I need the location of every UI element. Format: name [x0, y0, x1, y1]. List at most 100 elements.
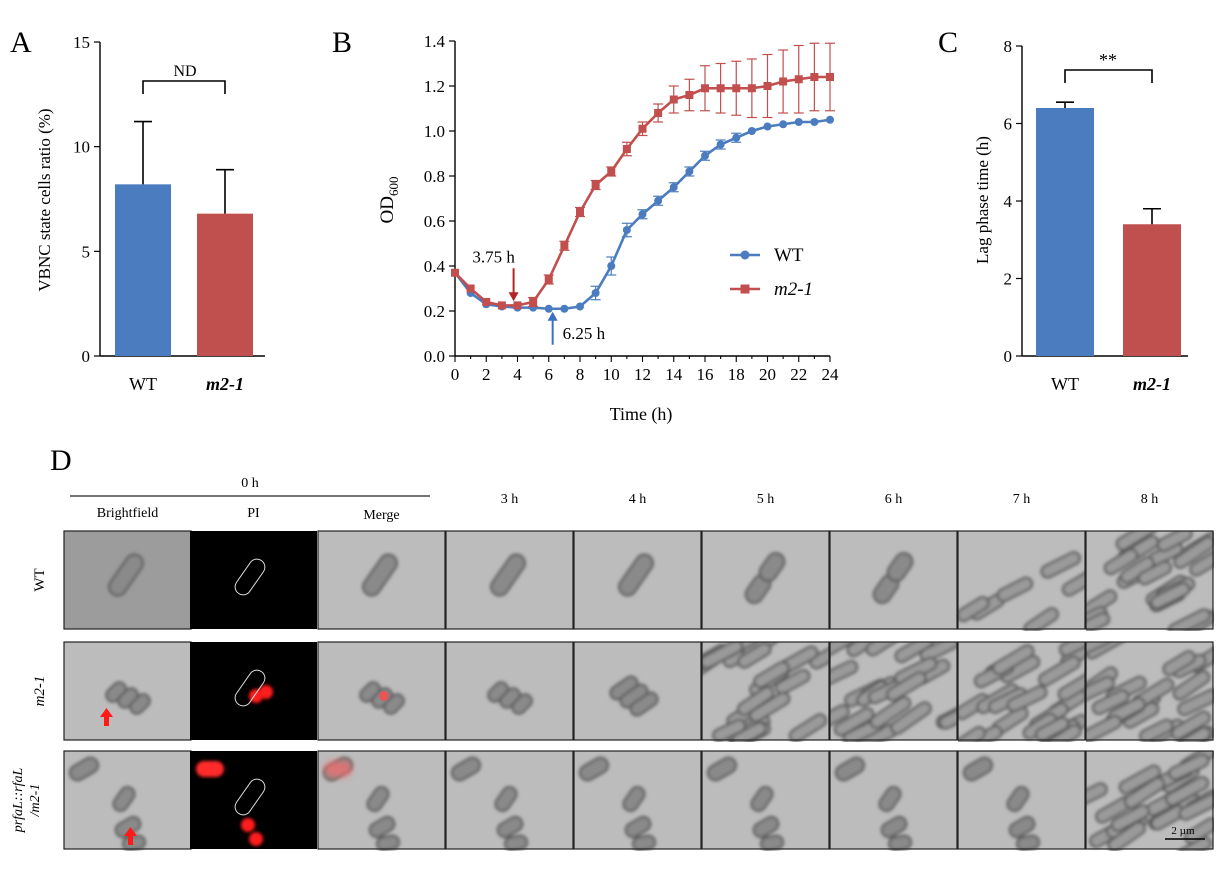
tile-border	[701, 530, 830, 630]
chart-a-ytick-label: 15	[73, 33, 90, 52]
pi-signal	[259, 685, 273, 699]
bacterium-cell	[834, 756, 866, 782]
bacterium-cell	[958, 726, 986, 742]
bacterium-cell	[737, 642, 772, 669]
chart-b-point-wt	[591, 289, 600, 297]
bacterium-cell	[1086, 642, 1113, 659]
chart-b-line-m2-1	[454, 75, 830, 307]
chart-b-point-wt	[560, 304, 569, 313]
micrograph-tile	[190, 751, 317, 849]
bacterium-cell	[1115, 531, 1159, 551]
chart-b-ytick-label: 0.6	[424, 212, 445, 231]
chart-b-point-m2-1	[716, 84, 725, 93]
micrograph-tile	[445, 750, 574, 851]
chart-b-xlabel: Time (h)	[610, 404, 673, 425]
chart-b-point-m2-1	[497, 301, 506, 310]
bacterium-cell	[511, 693, 533, 715]
bacterium-cell	[938, 705, 958, 730]
bacterium-cell	[112, 785, 136, 813]
chart-c-ytick-label: 4	[1004, 192, 1013, 211]
bacterium-cell	[1139, 718, 1174, 742]
chart-b-ytick-label: 1.4	[424, 32, 446, 51]
chart-b-xtick-label: 10	[603, 365, 620, 384]
bacterium-cell	[753, 660, 790, 689]
red-arrow-marker	[128, 835, 133, 845]
bacterium-cell	[618, 553, 654, 597]
bacterium-cell	[1137, 560, 1173, 586]
pi-signal	[241, 818, 255, 832]
bacterium-cell	[702, 642, 744, 670]
chart-b-xtick-label: 24	[822, 365, 840, 384]
chart-a-significance-bracket	[142, 80, 226, 94]
bacterium-cell	[833, 707, 875, 737]
micrograph-tile	[573, 530, 702, 630]
chart-b-point-wt	[607, 262, 616, 270]
red-arrow-marker	[104, 716, 109, 726]
micrograph-tile	[829, 750, 958, 851]
chart-b-point-wt	[685, 167, 694, 176]
bacterium-cell	[1170, 710, 1211, 741]
bacterium-cell	[991, 644, 1035, 676]
chart-a-bar-m2-1	[197, 213, 253, 356]
micrograph-tile	[190, 531, 317, 629]
micrograph-tile	[701, 750, 830, 851]
bacterium-cell	[578, 756, 610, 782]
red-arrow-marker-head	[124, 827, 137, 836]
panel-letter-b: B	[332, 26, 352, 59]
chart-b-point-wt	[576, 302, 584, 311]
chart-b: Time (h) OD600 0.0 0.2 0.4 0.6 0.8 1.0 1.2 1.4 0…	[377, 32, 839, 425]
bacterium-cell	[496, 815, 524, 839]
bacterium-cell	[1149, 582, 1191, 610]
bacterium-cell	[1057, 671, 1086, 702]
bacterium-cell	[1086, 611, 1111, 631]
chart-c-ytick-label: 2	[1004, 270, 1013, 289]
bacterium-cell	[1118, 764, 1161, 795]
chart-b-point-wt	[779, 120, 788, 129]
chart-c-category-label: m2-1	[1133, 374, 1171, 394]
chart-b-point-wt	[716, 140, 725, 149]
chart-b-point-m2-1	[779, 77, 788, 86]
bacterium-cell	[750, 785, 774, 813]
chart-b-point-m2-1	[810, 73, 819, 81]
bacterium-cell	[878, 785, 902, 813]
micrograph-tiles	[63, 530, 1214, 851]
bacterium-cell	[886, 552, 914, 582]
micrograph-tile	[445, 530, 574, 630]
chart-b-ytick-label: 0.2	[424, 302, 445, 321]
bacterium-cell	[1086, 782, 1108, 807]
bacterium-cell	[774, 668, 811, 695]
chart-a-ytick-label: 10	[73, 138, 90, 157]
micrograph-column-headers: Brightfield PI Merge 3 h 4 h 5 h 6 h 7 h 8 h	[97, 492, 1158, 523]
bacterium-cell	[1045, 724, 1082, 742]
bacterium-cell	[1061, 569, 1086, 597]
scale-bar: 2 µm	[1165, 825, 1205, 840]
bacterium-cell	[894, 642, 934, 664]
legend-label-m2-1: m2-1	[774, 279, 813, 300]
bacterium-cell	[758, 552, 786, 582]
chart-c-category-label: WT	[1051, 374, 1079, 394]
annotation-label-3-75h: 3.75 h	[472, 247, 515, 266]
chart-b-ytick-label: 1.2	[424, 77, 445, 96]
bacterium-cell	[788, 713, 828, 742]
bacterium-cell	[752, 815, 780, 839]
bacterium-cell	[1156, 531, 1193, 553]
micrograph-tile	[1085, 641, 1214, 742]
bacterium-cell	[1178, 792, 1214, 821]
chart-b-point-m2-1	[591, 181, 600, 189]
chart-b-point-wt	[669, 183, 678, 192]
bacterium-cell	[1038, 655, 1081, 687]
column-header: 3 h	[501, 492, 519, 507]
tile-border	[957, 750, 1086, 850]
chart-b-point-m2-1	[701, 84, 709, 93]
tile-border	[317, 641, 446, 741]
chart-b-point-m2-1	[607, 167, 616, 176]
bacterium-cell	[996, 576, 1034, 603]
chart-b-xtick-label: 6	[545, 365, 554, 384]
tile-border	[829, 641, 958, 741]
chart-a-ylabel: VBNC state cells ratio (%)	[35, 108, 54, 291]
chart-b-point-m2-1	[513, 301, 522, 310]
bacterium-cell	[450, 756, 482, 782]
chart-b-point-wt	[810, 118, 819, 126]
panel-letter-d: D	[50, 444, 72, 477]
bacterium-cell	[1086, 714, 1122, 742]
